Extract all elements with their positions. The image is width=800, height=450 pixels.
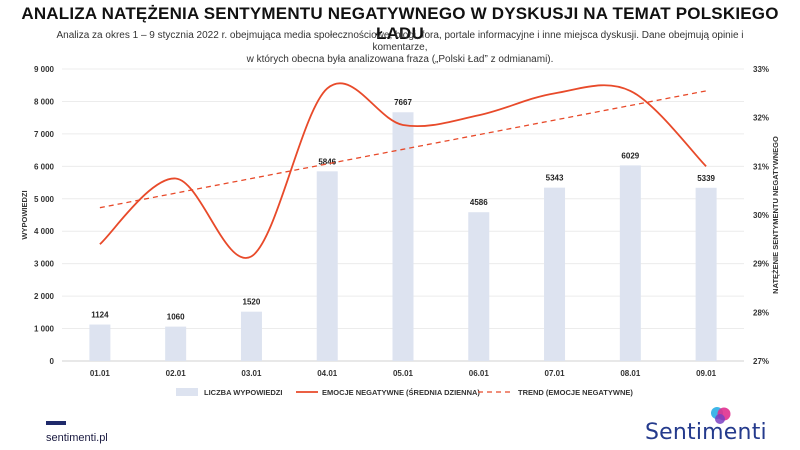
bar [544, 187, 566, 361]
chart-title: ANALIZA NATĘŻENIA SENTYMENTU NEGATYWNEGO… [21, 4, 779, 43]
legend-label-bars: LICZBA WYPOWIEDZI [204, 388, 282, 397]
legend-label-trend: TREND (EMOCJE NEGATYWNE) [518, 388, 633, 397]
y2-tick-label: 28% [753, 308, 769, 317]
bar-value-label: 5343 [546, 174, 564, 183]
brand-logo-text: Sentimenti [645, 420, 767, 445]
bar-value-label: 4586 [470, 198, 488, 207]
bar [695, 187, 717, 361]
y-tick-label: 6 000 [34, 162, 55, 171]
y-tick-label: 9 000 [34, 65, 55, 74]
x-tick-label: 08.01 [620, 369, 641, 378]
x-tick-label: 05.01 [393, 369, 414, 378]
x-tick-label: 03.01 [241, 369, 262, 378]
negative-emotions-line [99, 82, 707, 259]
footer-url-link[interactable]: sentimenti.pl [46, 432, 108, 444]
x-tick-label: 02.01 [166, 369, 187, 378]
bar [392, 112, 414, 361]
y-tick-label: 8 000 [34, 97, 55, 106]
trend-line [99, 90, 707, 209]
x-tick-label: 01.01 [90, 369, 111, 378]
y-tick-label: 5 000 [34, 195, 55, 204]
y-tick-label: 7 000 [34, 130, 55, 139]
y-tick-label: 3 000 [34, 260, 55, 269]
legend-label-line: EMOCJE NEGATYWNE (ŚREDNIA DZIENNA) [322, 388, 480, 397]
bar [619, 165, 641, 361]
y2-tick-label: 27% [753, 357, 769, 366]
y2-tick-label: 31% [753, 162, 769, 171]
bar [240, 311, 262, 361]
y-tick-label: 4 000 [34, 227, 55, 236]
bar-value-label: 1520 [243, 298, 261, 307]
subtitle-line-1: Analiza za okres 1 – 9 stycznia 2022 r. … [56, 30, 744, 53]
footer-accent-bar [46, 421, 66, 425]
bar [89, 324, 111, 361]
bar-value-label: 6029 [621, 151, 639, 160]
bar-value-label: 5846 [318, 157, 336, 166]
legend-swatch-bars [176, 388, 198, 396]
bar [316, 171, 338, 361]
y2-axis-title: NATĘŻENIE SENTYMENTU NEGATYWNEGO [771, 136, 780, 294]
x-tick-label: 07.01 [545, 369, 566, 378]
y2-tick-label: 32% [753, 114, 769, 123]
y-tick-label: 2 000 [34, 292, 55, 301]
y-axis-title: WYPOWIEDZI [20, 190, 29, 239]
chart-subtitle: Analiza za okres 1 – 9 stycznia 2022 r. … [40, 30, 760, 66]
y-tick-label: 0 [50, 357, 55, 366]
y2-tick-label: 30% [753, 211, 769, 220]
bar-value-label: 5339 [697, 174, 715, 183]
bar-value-label: 1124 [91, 311, 109, 320]
bar [165, 326, 187, 361]
bar-value-label: 1060 [167, 313, 185, 322]
bar [468, 212, 490, 361]
bar-value-label: 7667 [394, 98, 412, 107]
y-tick-label: 1 000 [34, 325, 55, 334]
x-tick-label: 06.01 [469, 369, 490, 378]
subtitle-line-2: w których obecna była analizowana fraza … [246, 54, 554, 65]
x-tick-label: 04.01 [317, 369, 338, 378]
x-tick-label: 09.01 [696, 369, 717, 378]
y2-tick-label: 29% [753, 260, 769, 269]
y2-tick-label: 33% [753, 65, 769, 74]
sentimenti-logo-icon [711, 407, 731, 424]
